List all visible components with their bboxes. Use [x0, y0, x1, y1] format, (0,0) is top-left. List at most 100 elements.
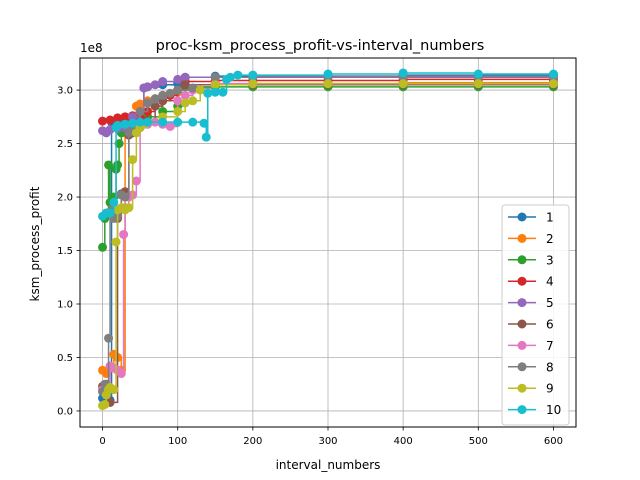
x-axis-label: interval_numbers: [276, 458, 381, 472]
legend-item-4: 4: [508, 275, 554, 289]
data-point: [135, 99, 145, 109]
data-point: [180, 72, 190, 82]
data-point: [210, 80, 220, 90]
data-point: [165, 121, 175, 131]
data-point: [150, 80, 160, 90]
data-point: [173, 74, 183, 84]
data-point: [150, 94, 160, 104]
legend-item-5: 5: [508, 296, 554, 310]
data-point: [111, 237, 121, 247]
y-tick-label: 1.5: [57, 246, 73, 257]
data-point: [98, 116, 108, 126]
data-point: [188, 83, 198, 93]
data-point: [113, 113, 123, 123]
data-point: [109, 385, 119, 395]
data-point: [218, 87, 228, 97]
data-point: [248, 70, 258, 80]
x-tick-label: 500: [469, 436, 488, 447]
data-point: [116, 369, 126, 379]
legend-item-1: 1: [508, 211, 554, 225]
legend-marker: [517, 298, 527, 308]
legend-label: 5: [546, 296, 554, 310]
data-point: [143, 98, 153, 108]
legend-label: 8: [546, 360, 554, 374]
data-point: [105, 115, 115, 125]
data-point: [233, 70, 243, 80]
legend-label: 2: [546, 232, 554, 246]
x-tick-label: 100: [168, 436, 187, 447]
data-point: [188, 96, 198, 106]
legend-marker: [517, 319, 527, 329]
series-layer: [98, 68, 558, 411]
data-point: [173, 85, 183, 95]
data-point: [158, 90, 168, 100]
data-point: [188, 117, 198, 127]
data-point: [180, 90, 190, 100]
data-point: [150, 101, 160, 111]
data-point: [119, 229, 129, 239]
data-point: [473, 69, 483, 79]
data-point: [201, 132, 211, 142]
x-tick-label: 300: [318, 436, 337, 447]
x-tick-label: 0: [99, 436, 105, 447]
data-point: [398, 68, 408, 78]
legend-item-9: 9: [508, 382, 554, 396]
y-tick-label: 1.0: [57, 300, 73, 311]
legend: 1 2 3 4 5 6 7 8 9 10: [501, 204, 570, 426]
y-tick-label: 0.0: [57, 406, 73, 417]
data-point: [180, 98, 190, 108]
data-point: [173, 96, 183, 106]
legend-label: 4: [546, 275, 554, 289]
y-tick-label: 2.0: [57, 193, 73, 204]
data-point: [120, 192, 130, 202]
data-point: [120, 119, 130, 129]
data-point: [323, 69, 333, 79]
data-point: [113, 160, 123, 170]
legend-item-7: 7: [508, 339, 554, 353]
data-point: [203, 88, 213, 98]
data-point: [248, 79, 258, 89]
legend-marker: [517, 212, 527, 222]
data-point: [210, 87, 220, 97]
legend-label: 3: [546, 253, 554, 267]
data-point: [158, 77, 168, 87]
legend-item-10: 10: [508, 403, 561, 417]
series-10: [98, 68, 558, 221]
legend-item-8: 8: [508, 360, 554, 374]
legend-label: 1: [546, 211, 554, 225]
data-point: [143, 82, 153, 92]
data-point: [143, 117, 153, 127]
data-point: [225, 72, 235, 82]
data-point: [548, 69, 558, 79]
legend-marker: [517, 233, 527, 243]
data-point: [131, 176, 141, 186]
legend-marker: [517, 255, 527, 265]
legend-item-2: 2: [508, 232, 554, 246]
legend-marker: [517, 405, 527, 415]
data-point: [128, 112, 138, 122]
data-point: [114, 139, 124, 149]
data-point: [195, 85, 205, 95]
data-point: [128, 155, 138, 165]
data-point: [548, 79, 558, 89]
x-tick-label: 600: [544, 436, 563, 447]
x-tick-label: 200: [243, 436, 262, 447]
legend-marker: [517, 362, 527, 372]
data-point: [124, 203, 134, 213]
data-point: [173, 117, 183, 127]
data-point: [128, 118, 138, 128]
data-point: [473, 79, 483, 89]
data-point: [104, 160, 114, 170]
data-point: [199, 118, 209, 128]
data-point: [158, 117, 168, 127]
data-point: [109, 197, 119, 207]
data-point: [135, 117, 145, 127]
legend-label: 9: [546, 382, 554, 396]
data-point: [323, 79, 333, 89]
data-point: [98, 242, 108, 252]
y-tick-label: 0.5: [57, 353, 73, 364]
chart-title: proc-ksm_process_profit-vs-interval_numb…: [156, 38, 485, 54]
data-point: [180, 80, 190, 90]
legend-item-6: 6: [508, 318, 554, 332]
